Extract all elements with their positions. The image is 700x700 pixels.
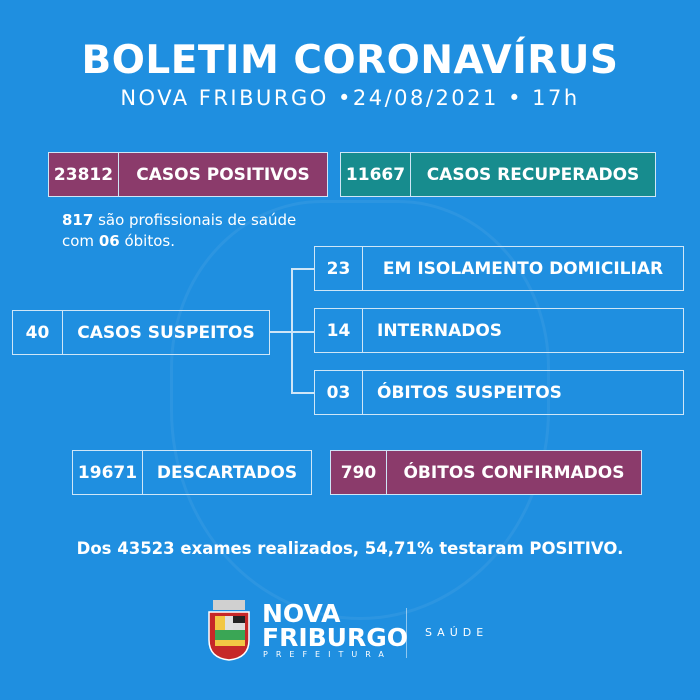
casos-positivos-value: 23812 [49, 153, 119, 196]
casos-suspeitos-value: 40 [13, 311, 63, 354]
casos-recuperados-box: 11667 CASOS RECUPERADOS [340, 152, 656, 197]
logo-prefeitura: PREFEITURA [263, 650, 392, 659]
connector-line [291, 331, 314, 333]
health-workers-count: 817 [62, 211, 94, 229]
casos-suspeitos-label: CASOS SUSPEITOS [77, 322, 255, 343]
isolamento-value: 23 [315, 247, 363, 290]
connector-line [270, 331, 292, 333]
exams-summary: Dos 43523 exames realizados, 54,71% test… [76, 539, 624, 558]
logo-line-friburgo: FRIBURGO [262, 623, 409, 652]
obitos-confirmados-label: ÓBITOS CONFIRMADOS [403, 462, 625, 483]
obitos-confirmados-box: 790 ÓBITOS CONFIRMADOS [330, 450, 642, 495]
logo-department: SAÚDE [425, 626, 489, 639]
obitos-confirmados-value: 790 [331, 451, 387, 494]
logo-wordmark: NOVA FRIBURGO [262, 599, 409, 652]
page-subtitle: NOVA FRIBURGO •24/08/2021 • 17h [120, 86, 580, 110]
coat-of-arms-watermark [170, 200, 550, 620]
logo-divider [406, 608, 407, 658]
internados-label: INTERNADOS [377, 320, 503, 341]
connector-line [291, 268, 314, 270]
connector-line [291, 392, 314, 394]
logo-line-nova: NOVA [262, 599, 341, 628]
page-title: BOLETIM CORONAVÍRUS [81, 38, 619, 83]
descartados-box: 19671 DESCARTADOS [72, 450, 312, 495]
casos-recuperados-value: 11667 [341, 153, 411, 196]
casos-recuperados-label: CASOS RECUPERADOS [426, 164, 640, 185]
casos-suspeitos-box: 40 CASOS SUSPEITOS [12, 310, 270, 355]
note-text: são profissionais de saúde [93, 211, 297, 229]
obitos-suspeitos-value: 03 [315, 371, 363, 414]
obitos-suspeitos-label: ÓBITOS SUSPEITOS [377, 382, 562, 403]
internados-value: 14 [315, 309, 363, 352]
internados-box: 14 INTERNADOS [314, 308, 684, 353]
descartados-label: DESCARTADOS [156, 462, 298, 483]
connector-line [291, 268, 293, 393]
casos-positivos-label: CASOS POSITIVOS [136, 164, 310, 185]
isolamento-label: EM ISOLAMENTO DOMICILIAR [382, 258, 664, 279]
health-workers-deaths: 06 [98, 232, 120, 250]
casos-positivos-box: 23812 CASOS POSITIVOS [48, 152, 328, 197]
descartados-value: 19671 [73, 451, 143, 494]
note-text: óbitos. [119, 232, 175, 250]
health-workers-note: 817 são profissionais de saúde com 06 ób… [62, 210, 296, 252]
note-text: com [62, 232, 99, 250]
coat-of-arms-logo [205, 600, 253, 662]
obitos-suspeitos-box: 03 ÓBITOS SUSPEITOS [314, 370, 684, 415]
isolamento-box: 23 EM ISOLAMENTO DOMICILIAR [314, 246, 684, 291]
